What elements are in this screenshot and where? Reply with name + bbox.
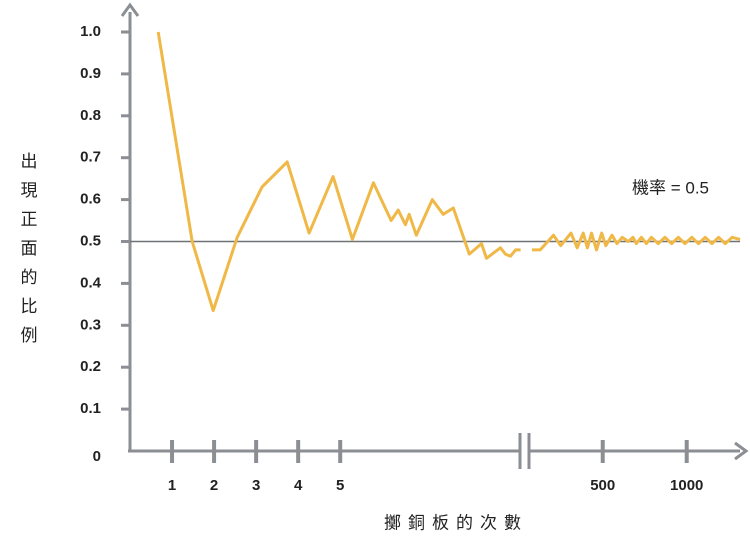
- x-tick-label: 3: [252, 477, 260, 494]
- data-line: [532, 231, 741, 252]
- y-tick-label: 0.2: [80, 358, 101, 375]
- y-tick-label: 0.6: [80, 191, 101, 208]
- x-tick-label: 1: [168, 477, 176, 494]
- axes: [120, 2, 749, 469]
- reference-label: 機率 = 0.5: [632, 178, 709, 197]
- x-tick-label: 5: [336, 477, 344, 494]
- y-tick-label: 0.9: [80, 65, 101, 82]
- x-tick-label: 4: [294, 477, 303, 494]
- y-tick-label: 0: [93, 448, 101, 465]
- y-tick-label: 0.1: [80, 400, 101, 417]
- y-tick-label: 0.8: [80, 107, 101, 124]
- y-axis-label: 出現正面的比例: [18, 152, 38, 355]
- y-tick-label: 0.3: [80, 316, 101, 333]
- x-axis-label: 擲銅板的次數: [384, 513, 528, 532]
- y-tick-label: 0.7: [80, 149, 101, 166]
- x-tick-label: 2: [210, 477, 218, 494]
- data-line: [156, 31, 521, 313]
- x-tick-label: 1000: [670, 477, 703, 494]
- x-tick-label: 500: [590, 477, 615, 494]
- y-tick-label: 1.0: [80, 23, 101, 40]
- y-tick-label: 0.5: [80, 232, 101, 249]
- y-tick-label: 0.4: [80, 274, 102, 291]
